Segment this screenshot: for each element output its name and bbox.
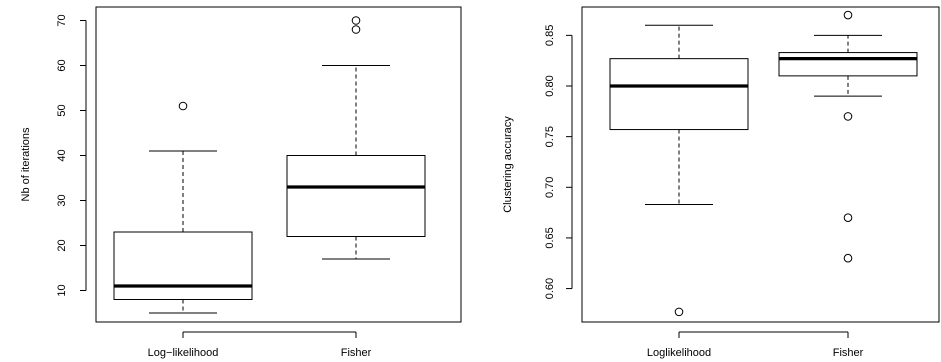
box-first bbox=[113, 101, 253, 314]
x-tick-label: Loglikelihood bbox=[647, 347, 711, 359]
y-tick-label: 0.70 bbox=[544, 177, 556, 198]
iqr-box bbox=[778, 52, 918, 77]
outlier-point bbox=[843, 253, 853, 263]
y-tick-label: 0.65 bbox=[544, 227, 556, 248]
x-tick-label: Log−likelihood bbox=[148, 347, 219, 359]
y-tick-label: 70 bbox=[56, 14, 68, 26]
outlier-point bbox=[843, 112, 853, 121]
outlier-point bbox=[351, 25, 361, 34]
iterations-boxplot-panel: 10 20 30 40 50 60 70 Nb of iterations Log−likeli… bbox=[20, 6, 462, 359]
plot-frame bbox=[95, 6, 462, 323]
y-tick-label: 0.75 bbox=[544, 126, 556, 147]
y-tick-label: 0.80 bbox=[544, 75, 556, 96]
y-tick-label: 20 bbox=[56, 239, 68, 251]
box-first bbox=[609, 24, 749, 317]
outlier-point bbox=[351, 16, 361, 25]
y-axis-label: Nb of iterations bbox=[20, 127, 32, 201]
outlier-point bbox=[843, 10, 853, 20]
box-second bbox=[778, 10, 918, 263]
y-tick-label: 60 bbox=[56, 59, 68, 71]
iqr-box bbox=[113, 231, 253, 300]
accuracy-boxplot-panel: 0.60 0.65 0.70 0.75 0.80 0.85 Clustering accur… bbox=[502, 6, 940, 359]
iqr-box bbox=[609, 58, 749, 131]
y-tick-label: 50 bbox=[56, 104, 68, 116]
outlier-point bbox=[843, 213, 853, 222]
iqr-box bbox=[286, 155, 426, 237]
box-second bbox=[286, 16, 426, 260]
y-tick-label: 10 bbox=[56, 284, 68, 296]
outlier-point bbox=[178, 101, 188, 111]
y-tick-label: 0.60 bbox=[544, 278, 556, 299]
y-axis-label: Clustering accuracy bbox=[502, 116, 514, 213]
y-tick-label: 0.85 bbox=[544, 25, 556, 46]
y-tick-label: 40 bbox=[56, 149, 68, 161]
plot-frame bbox=[581, 6, 940, 323]
y-tick-label: 30 bbox=[56, 194, 68, 206]
outlier-point bbox=[674, 307, 684, 317]
x-tick-label: Fisher bbox=[341, 347, 372, 359]
x-tick-label: Fisher bbox=[833, 347, 864, 359]
